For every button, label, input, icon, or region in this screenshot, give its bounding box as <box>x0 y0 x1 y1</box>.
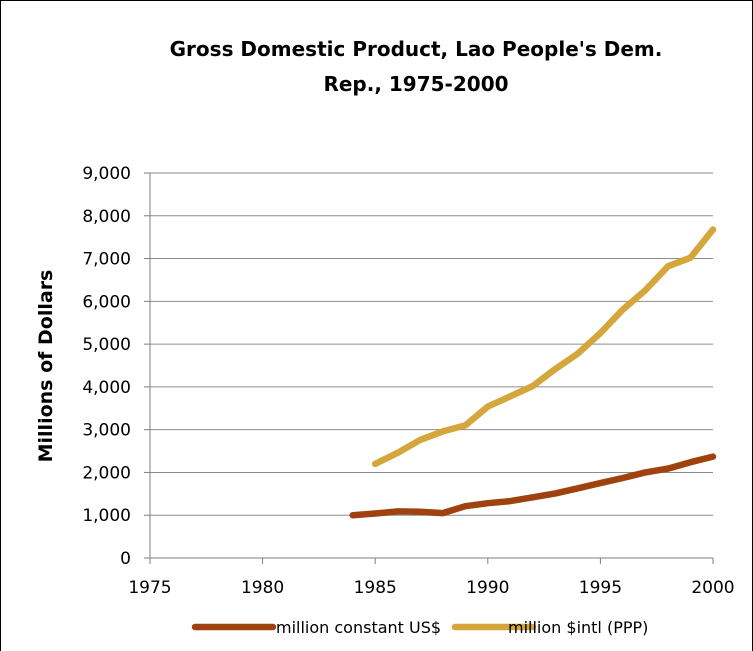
y-tick-label: 1,000 <box>82 506 131 526</box>
y-axis-label: Millions of Dollars <box>35 270 57 463</box>
chart-title-line-1: Gross Domestic Product, Lao People's Dem… <box>170 37 663 61</box>
y-axis-ticks: 0 1,000 2,000 3,000 4,000 5,000 6,000 7,000 8,00… <box>82 164 150 569</box>
y-tick-label: 4,000 <box>82 378 131 398</box>
series-lines <box>349 226 717 519</box>
y-tick-label: 2,000 <box>82 463 131 483</box>
legend-label-constant-usd: million constant US$ <box>276 618 441 637</box>
x-tick-label: 1995 <box>579 578 622 598</box>
y-tick-label: 3,000 <box>82 421 131 441</box>
gridlines <box>150 172 713 516</box>
y-tick-label: 5,000 <box>82 335 131 355</box>
y-tick-label: 6,000 <box>82 292 131 312</box>
y-tick-label: 8,000 <box>82 207 131 227</box>
y-tick-label: 0 <box>120 549 131 569</box>
x-tick-label: 1980 <box>241 578 284 598</box>
y-tick-label: 7,000 <box>82 250 131 270</box>
x-tick-label: 1985 <box>354 578 397 598</box>
y-tick-label: 9,000 <box>82 164 131 184</box>
legend-label-intl-ppp: million $intl (PPP) <box>508 618 648 637</box>
x-tick-label: 1975 <box>128 578 171 598</box>
x-axis-ticks: 1975 1980 1985 1990 1995 2000 <box>128 558 735 598</box>
chart-title-line-2: Rep., 1975-2000 <box>323 72 508 96</box>
series-line-constant-usd <box>349 453 717 519</box>
chart-title: Gross Domestic Product, Lao People's Dem… <box>170 37 663 96</box>
x-tick-label: 2000 <box>691 578 734 598</box>
legend: million constant US$ million $intl (PPP) <box>191 618 648 637</box>
x-tick-label: 1990 <box>466 578 509 598</box>
series-line-intl-ppp <box>371 226 717 468</box>
